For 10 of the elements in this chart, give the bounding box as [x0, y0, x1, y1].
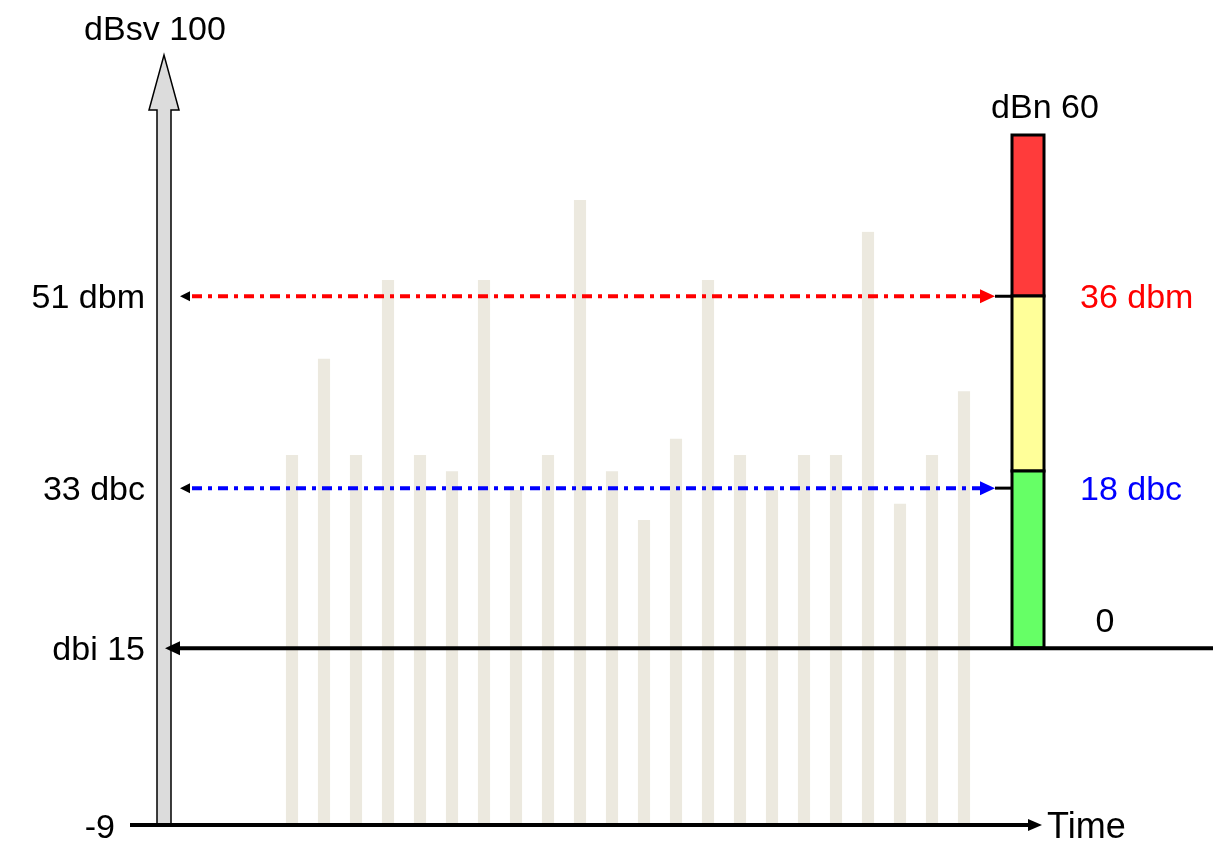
text: 51 dbm [31, 277, 145, 316]
text: 0 [1095, 601, 1115, 640]
text: -9 [84, 807, 115, 844]
text: dbi 15 [52, 629, 145, 668]
text: dBsv 100 [84, 9, 226, 47]
text: 36 dbm [1080, 277, 1194, 316]
x-axis-title: Time [1047, 805, 1126, 844]
text: dBn 60 [991, 87, 1099, 125]
text: 18 dbc [1080, 469, 1183, 508]
text: 33 dbc [42, 469, 145, 508]
